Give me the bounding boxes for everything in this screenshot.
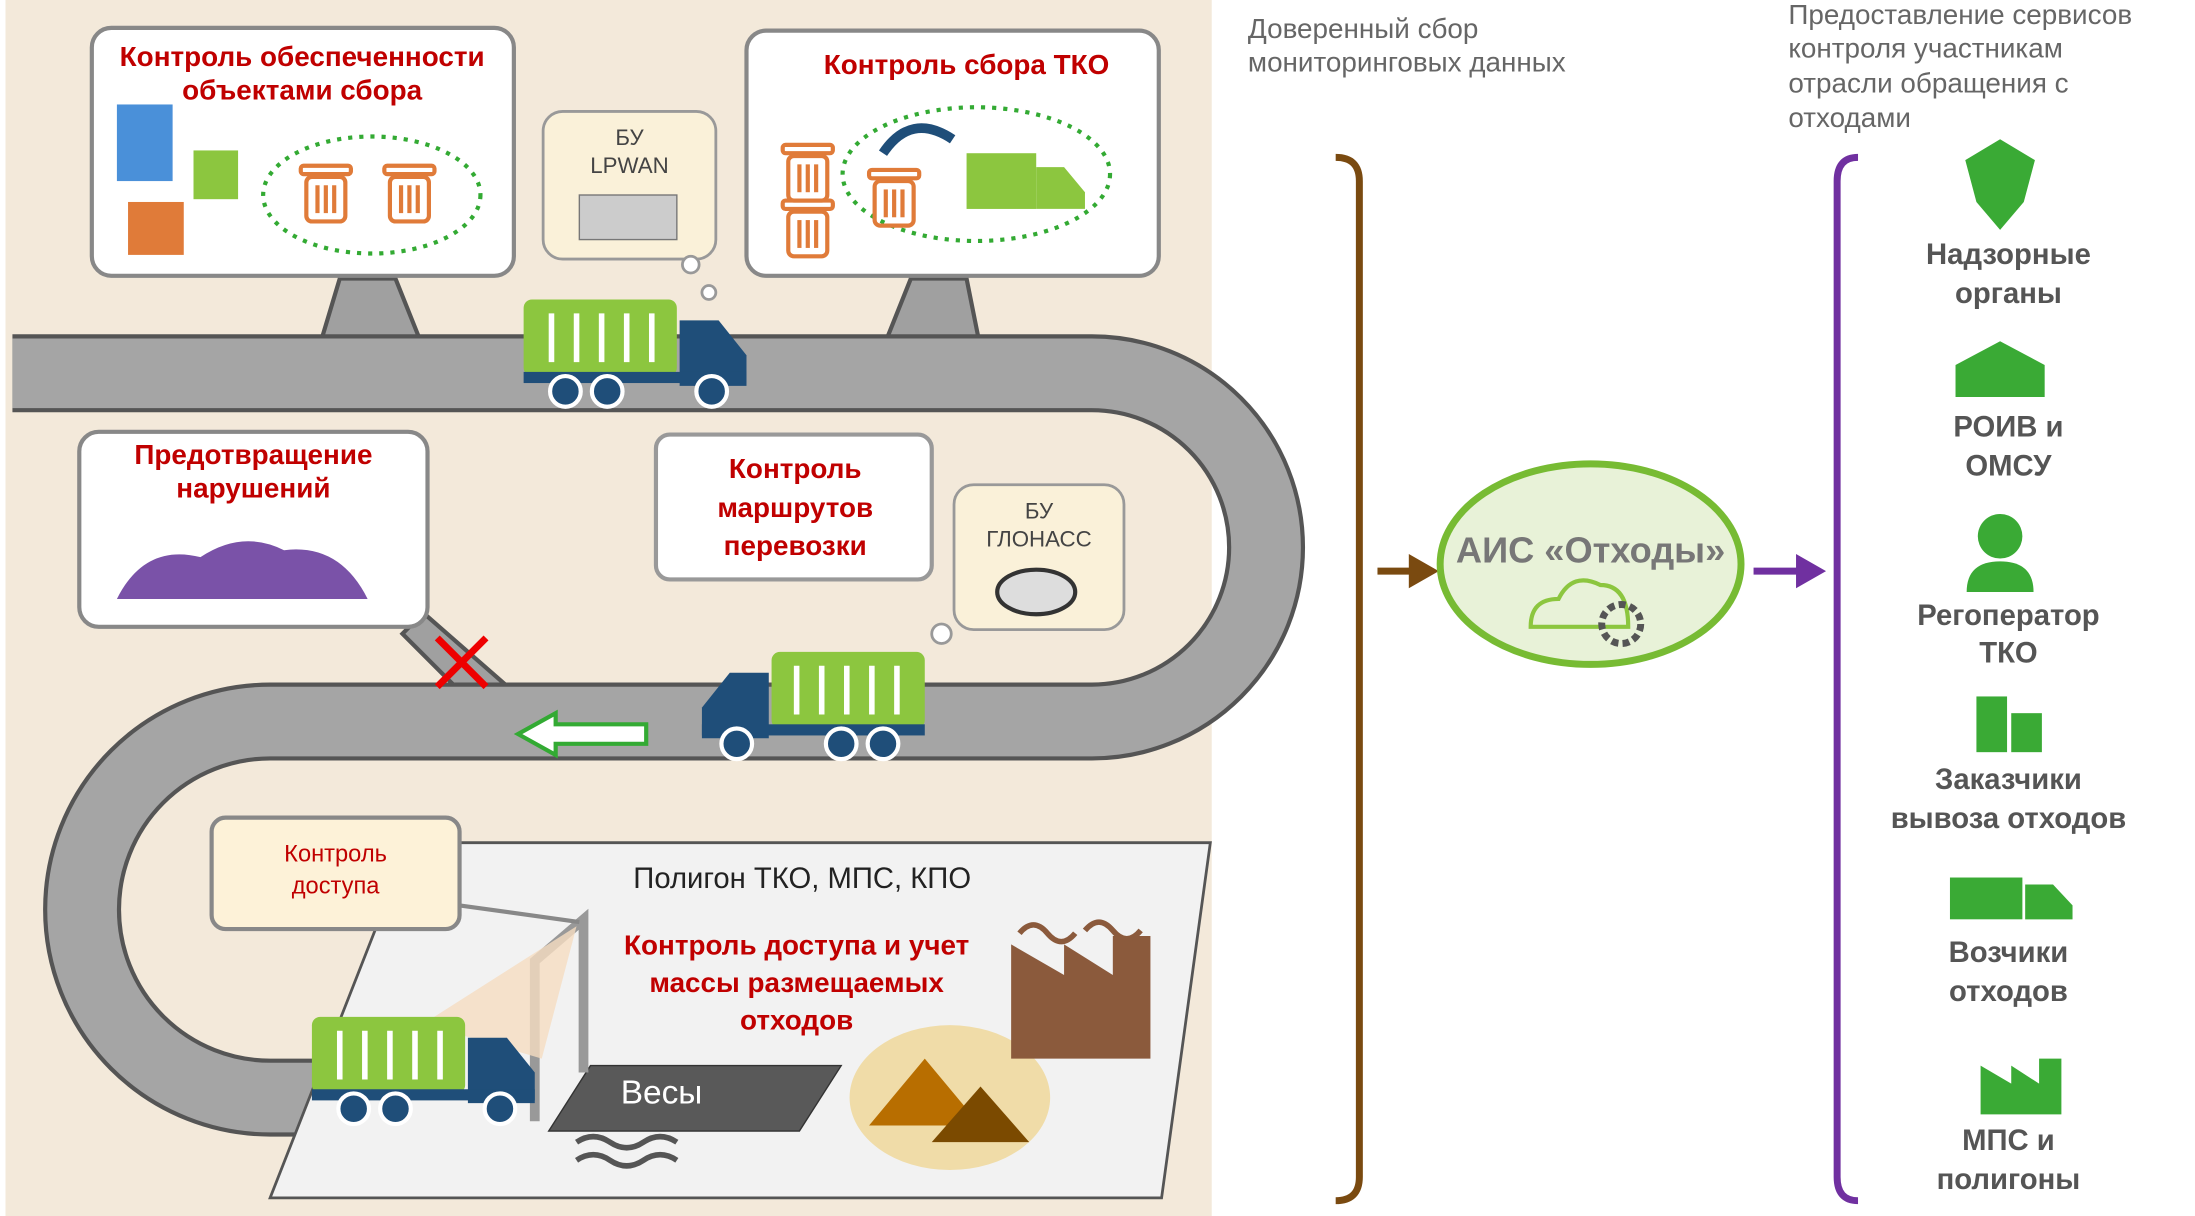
direction-arrow: [513, 709, 649, 759]
participant-label: РОИВ и: [1953, 412, 2063, 444]
participant-label: Надзорные: [1926, 239, 2091, 271]
device-label: БУ: [615, 125, 644, 150]
panel-title: Контроль сбора ТКО: [824, 49, 1110, 80]
device-label: LPWAN: [590, 153, 668, 178]
cross: [434, 635, 489, 690]
bracket: [1833, 153, 1859, 1205]
participant-label: ТКО: [1979, 637, 2037, 669]
panel-title: Контроль: [729, 453, 862, 484]
panel-title: Предотвращение: [134, 439, 372, 470]
panel: [77, 429, 430, 629]
landfill-title: Полигон ТКО, МПС, КПО: [633, 863, 971, 895]
bracket: [1335, 153, 1363, 1205]
heading: отрасли обращения с: [1788, 67, 2068, 98]
heading: Предоставление сервисов: [1788, 0, 2132, 30]
participant-label: МПС и: [1962, 1125, 2055, 1157]
heading: контроля участникам: [1788, 33, 2062, 64]
landfill-caption: Контроль доступа и учет: [624, 930, 969, 961]
participant-label: Регоператор: [1917, 600, 2099, 632]
device-label: ГЛОНАСС: [986, 526, 1091, 551]
panel-title: Контроль обеспеченности: [120, 41, 485, 72]
device-box: [541, 110, 718, 301]
system-name: АИС «Отходы»: [1456, 530, 1725, 571]
panel-title: перевозки: [724, 530, 867, 561]
landfill-caption: отходов: [740, 1005, 853, 1036]
participant-label: Заказчики: [1935, 764, 2082, 796]
arrow: [1753, 553, 1827, 589]
landfill-caption: массы размещаемых: [649, 967, 944, 998]
panel-title: нарушений: [176, 473, 330, 504]
panel-title: доступа: [292, 874, 381, 900]
panel-title: объектами сбора: [182, 74, 422, 105]
system-node: [1436, 460, 1745, 668]
arrow: [1377, 553, 1439, 589]
participant-icons: [1949, 139, 2073, 1115]
scales-label: Весы: [621, 1075, 703, 1112]
heading: отходами: [1788, 102, 1911, 133]
participant-label: отходов: [1949, 976, 2068, 1008]
participant-label: ОМСУ: [1965, 451, 2052, 483]
road: [12, 276, 1306, 1137]
device-label: БУ: [1025, 498, 1054, 523]
participant-label: органы: [1955, 278, 2062, 310]
participant-label: полигоны: [1937, 1164, 2081, 1196]
panel: [209, 815, 580, 932]
panel: [744, 28, 1161, 278]
panel-title: маршрутов: [717, 492, 873, 523]
participant-label: Возчики: [1949, 937, 2069, 969]
panel-title: Контроль: [284, 841, 387, 867]
panel: [653, 432, 934, 582]
heading: мониторинговых данных: [1248, 46, 1566, 77]
participant-label: вывоза отходов: [1891, 803, 2127, 835]
device-box: [930, 483, 1126, 645]
panel: [89, 25, 516, 278]
heading: Доверенный сбор: [1248, 13, 1479, 44]
